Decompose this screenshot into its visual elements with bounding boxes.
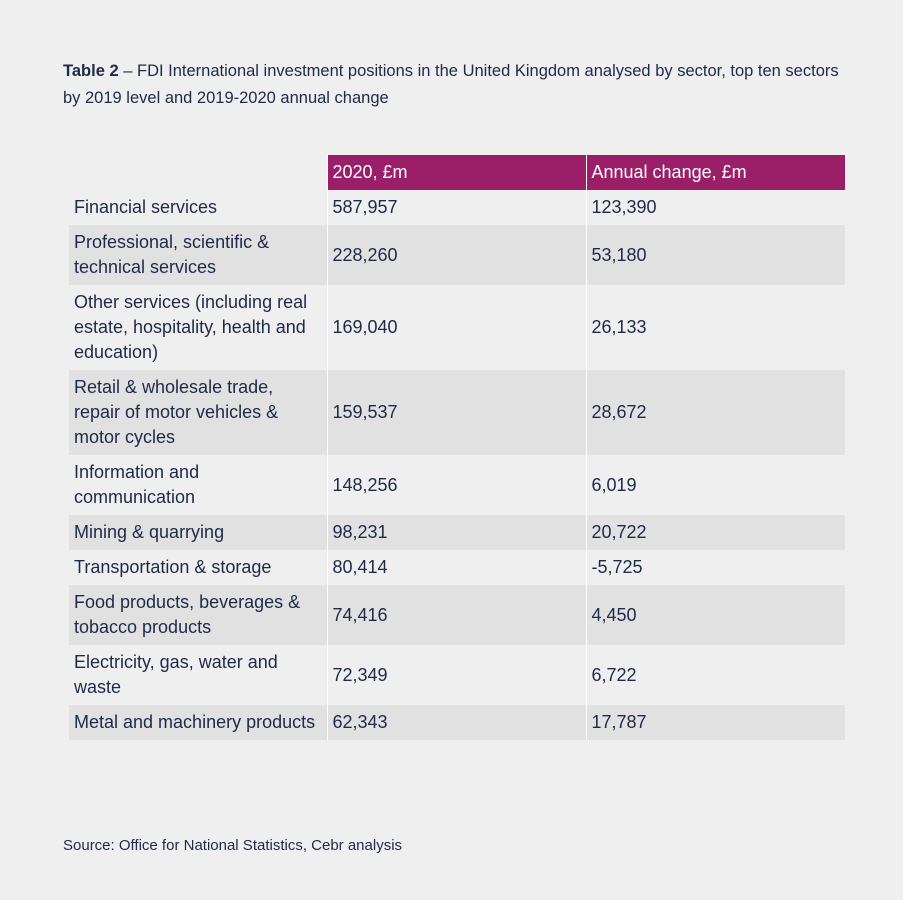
annual-change-cell: 28,672 — [585, 370, 845, 455]
table-header-row: 2020, £m Annual change, £m — [69, 155, 845, 190]
source-note: Source: Office for National Statistics, … — [63, 837, 403, 854]
sector-cell: Other services (including real estate, h… — [69, 285, 327, 370]
sector-cell: Food products, beverages & tobacco produ… — [69, 585, 327, 645]
sector-cell: Electricity, gas, water and waste — [69, 645, 327, 705]
annual-change-cell: -5,725 — [585, 550, 845, 585]
table-row: Mining & quarrying 98,231 20,722 — [69, 515, 845, 550]
annual-change-cell: 26,133 — [585, 285, 845, 370]
sector-cell: Professional, scientific & technical ser… — [69, 225, 327, 285]
value-2020-cell: 62,343 — [326, 705, 586, 740]
annual-change-cell: 20,722 — [585, 515, 845, 550]
caption-text: – FDI International investment positions… — [63, 62, 839, 107]
header-sector — [69, 155, 327, 190]
annual-change-cell: 123,390 — [585, 190, 845, 225]
value-2020-cell: 72,349 — [326, 645, 586, 705]
sector-cell: Retail & wholesale trade, repair of moto… — [69, 370, 327, 455]
table-row: Other services (including real estate, h… — [69, 285, 845, 370]
value-2020-cell: 74,416 — [326, 585, 586, 645]
value-2020-cell: 587,957 — [326, 190, 586, 225]
sector-cell: Transportation & storage — [69, 550, 327, 585]
table-row: Food products, beverages & tobacco produ… — [69, 585, 845, 645]
value-2020-cell: 169,040 — [326, 285, 586, 370]
table-row: Retail & wholesale trade, repair of moto… — [69, 370, 845, 455]
sector-cell: Metal and machinery products — [69, 705, 327, 740]
value-2020-cell: 228,260 — [326, 225, 586, 285]
annual-change-cell: 6,722 — [585, 645, 845, 705]
annual-change-cell: 17,787 — [585, 705, 845, 740]
table-row: Information and communication 148,256 6,… — [69, 455, 845, 515]
fdi-sector-table: 2020, £m Annual change, £m Financial ser… — [69, 155, 845, 740]
value-2020-cell: 148,256 — [326, 455, 586, 515]
header-2020: 2020, £m — [326, 155, 586, 190]
value-2020-cell: 159,537 — [326, 370, 586, 455]
sector-cell: Mining & quarrying — [69, 515, 327, 550]
table-row: Financial services 587,957 123,390 — [69, 190, 845, 225]
caption-label: Table 2 — [63, 62, 119, 80]
table-row: Electricity, gas, water and waste 72,349… — [69, 645, 845, 705]
sector-cell: Information and communication — [69, 455, 327, 515]
table-caption: Table 2 – FDI International investment p… — [63, 58, 843, 112]
sector-cell: Financial services — [69, 190, 327, 225]
value-2020-cell: 80,414 — [326, 550, 586, 585]
annual-change-cell: 53,180 — [585, 225, 845, 285]
annual-change-cell: 6,019 — [585, 455, 845, 515]
table-row: Metal and machinery products 62,343 17,7… — [69, 705, 845, 740]
value-2020-cell: 98,231 — [326, 515, 586, 550]
table-row: Transportation & storage 80,414 -5,725 — [69, 550, 845, 585]
table-row: Professional, scientific & technical ser… — [69, 225, 845, 285]
header-annual-change: Annual change, £m — [585, 155, 845, 190]
annual-change-cell: 4,450 — [585, 585, 845, 645]
